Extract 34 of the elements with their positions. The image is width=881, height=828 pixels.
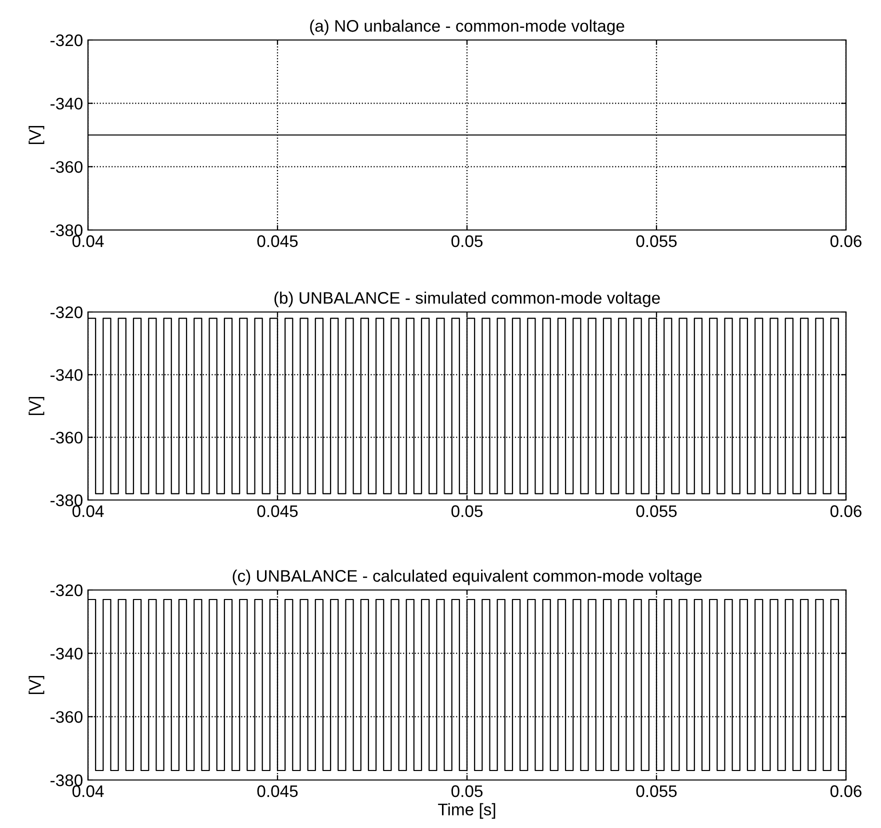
x-tick-label: 0.04 <box>72 505 104 518</box>
x-tick-label: 0.055 <box>636 235 677 248</box>
x-tick-label: 0.06 <box>830 505 862 518</box>
y-tick-label: -320 <box>50 306 82 318</box>
x-tick-label: 0.05 <box>451 235 483 248</box>
y-tick-label: -340 <box>50 98 82 110</box>
chart-title: (c) UNBALANCE - calculated equivalent common-mode voltage <box>232 570 702 586</box>
x-tick-label: 0.06 <box>830 785 862 798</box>
y-tick-label: -380 <box>50 224 82 236</box>
y-axis-title: [V] <box>28 676 44 694</box>
x-tick-label: 0.055 <box>636 785 677 798</box>
y-tick-label: -380 <box>50 494 82 506</box>
y-tick-label: -360 <box>50 161 82 173</box>
y-tick-label: -360 <box>50 711 82 723</box>
y-axis-title: [V] <box>28 126 44 144</box>
y-tick-label: -340 <box>50 369 82 381</box>
x-tick-label: 0.045 <box>257 235 298 248</box>
y-tick-label: -340 <box>50 648 82 660</box>
y-tick-label: -320 <box>50 34 82 46</box>
y-axis-title: [V] <box>28 397 44 415</box>
x-axis-title: Time [s] <box>438 803 496 819</box>
x-tick-label: 0.055 <box>636 505 677 518</box>
chart-title: (a) NO unbalance - common-mode voltage <box>310 20 624 36</box>
x-tick-label: 0.045 <box>257 785 298 798</box>
x-tick-label: 0.05 <box>451 505 483 518</box>
x-tick-label: 0.04 <box>72 785 104 798</box>
x-tick-label: 0.05 <box>451 785 483 798</box>
chart-title: (b) UNBALANCE - simulated common-mode voltage <box>274 292 660 308</box>
y-tick-label: -360 <box>50 432 82 444</box>
x-tick-label: 0.04 <box>72 235 104 248</box>
x-tick-label: 0.045 <box>257 505 298 518</box>
y-tick-label: -380 <box>50 774 82 786</box>
y-tick-label: -320 <box>50 584 82 596</box>
x-tick-label: 0.06 <box>830 235 862 248</box>
